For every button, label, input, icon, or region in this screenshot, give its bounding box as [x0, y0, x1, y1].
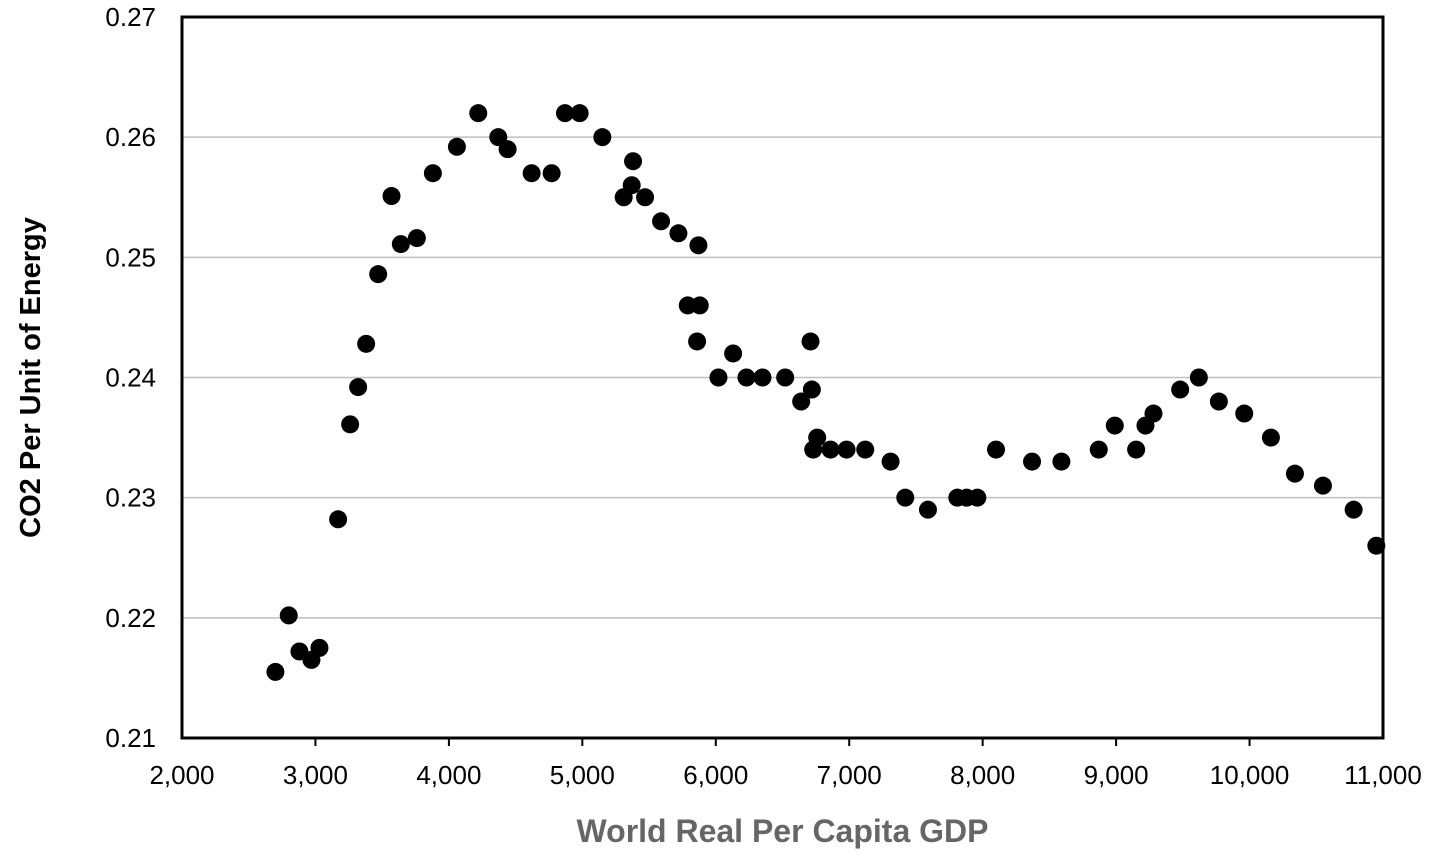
y-axis-title: CO2 Per Unit of Energy: [15, 217, 47, 538]
data-point: [1189, 368, 1208, 387]
data-point: [792, 392, 811, 411]
data-point: [329, 510, 348, 529]
data-point: [636, 188, 655, 207]
data-point: [407, 229, 426, 248]
y-tick-label: 0.25: [105, 242, 156, 272]
data-point: [1344, 500, 1363, 519]
y-axis-ticks: 0.21 0.22 0.23 0.24 0.25 0.26 0.27: [105, 2, 156, 753]
x-tick-label: 5,000: [550, 760, 615, 790]
x-tick-label: 7,000: [817, 760, 882, 790]
data-point: [896, 488, 915, 507]
data-point: [821, 440, 840, 459]
x-tick-label: 6,000: [683, 760, 748, 790]
y-tick-label: 0.23: [105, 483, 156, 513]
data-point: [279, 606, 298, 625]
data-point: [423, 164, 442, 183]
y-tick-label: 0.22: [105, 603, 156, 633]
data-point: [652, 212, 671, 231]
data-point: [709, 368, 728, 387]
data-point: [593, 128, 612, 147]
data-point: [570, 104, 589, 123]
y-tick-label: 0.27: [105, 2, 156, 32]
plot-area-frame: [180, 15, 1385, 740]
x-tick-label: 2,000: [149, 760, 214, 790]
data-point: [447, 137, 466, 156]
data-point: [542, 164, 561, 183]
data-point: [1052, 452, 1071, 471]
data-point: [624, 152, 643, 171]
data-point: [369, 265, 388, 284]
data-point: [1235, 404, 1254, 423]
data-point: [349, 378, 368, 397]
y-tick-label: 0.24: [105, 363, 156, 393]
data-point: [1105, 416, 1124, 435]
y-tick-label: 0.26: [105, 122, 156, 152]
data-point: [469, 104, 488, 123]
data-point: [808, 428, 827, 447]
data-point: [382, 187, 401, 206]
data-point: [1089, 440, 1108, 459]
data-point: [918, 500, 937, 519]
data-point: [881, 452, 900, 471]
data-point: [737, 368, 756, 387]
x-axis-title: World Real Per Capita GDP: [577, 813, 989, 849]
data-point: [391, 235, 410, 254]
data-point: [1144, 404, 1163, 423]
data-point: [987, 440, 1006, 459]
data-point: [689, 236, 708, 255]
data-point: [724, 344, 743, 363]
data-point: [1261, 428, 1280, 447]
y-tick-label: 0.21: [105, 723, 156, 753]
x-tick-label: 10,000: [1210, 760, 1290, 790]
data-point: [357, 334, 376, 353]
data-point: [1127, 440, 1146, 459]
x-tick-label: 11,000: [1344, 760, 1422, 790]
data-point: [498, 140, 517, 159]
data-point: [1313, 476, 1332, 495]
data-point: [1023, 452, 1042, 471]
x-axis-ticks: 2,000 3,000 4,000 5,000 6,000 7,000 8,000 9,000…: [149, 738, 1422, 790]
data-point: [801, 332, 820, 351]
data-point: [310, 638, 329, 657]
x-tick-label: 8,000: [950, 760, 1015, 790]
data-point: [669, 224, 688, 243]
data-point: [856, 440, 875, 459]
data-point: [753, 368, 772, 387]
data-point: [1171, 380, 1190, 399]
x-tick-label: 3,000: [283, 760, 348, 790]
data-point: [341, 415, 360, 434]
data-point: [802, 380, 821, 399]
data-point: [266, 662, 285, 681]
data-point: [622, 176, 641, 195]
x-tick-label: 4,000: [416, 760, 481, 790]
x-tick-label: 9,000: [1084, 760, 1149, 790]
data-point: [1367, 536, 1386, 555]
data-point: [1209, 392, 1228, 411]
data-point: [555, 104, 574, 123]
data-point: [688, 332, 707, 351]
data-point: [1285, 464, 1304, 483]
data-point: [837, 440, 856, 459]
data-points: [266, 104, 1386, 681]
data-point: [522, 164, 541, 183]
data-point: [968, 488, 987, 507]
data-point: [690, 296, 709, 315]
data-point: [776, 368, 795, 387]
